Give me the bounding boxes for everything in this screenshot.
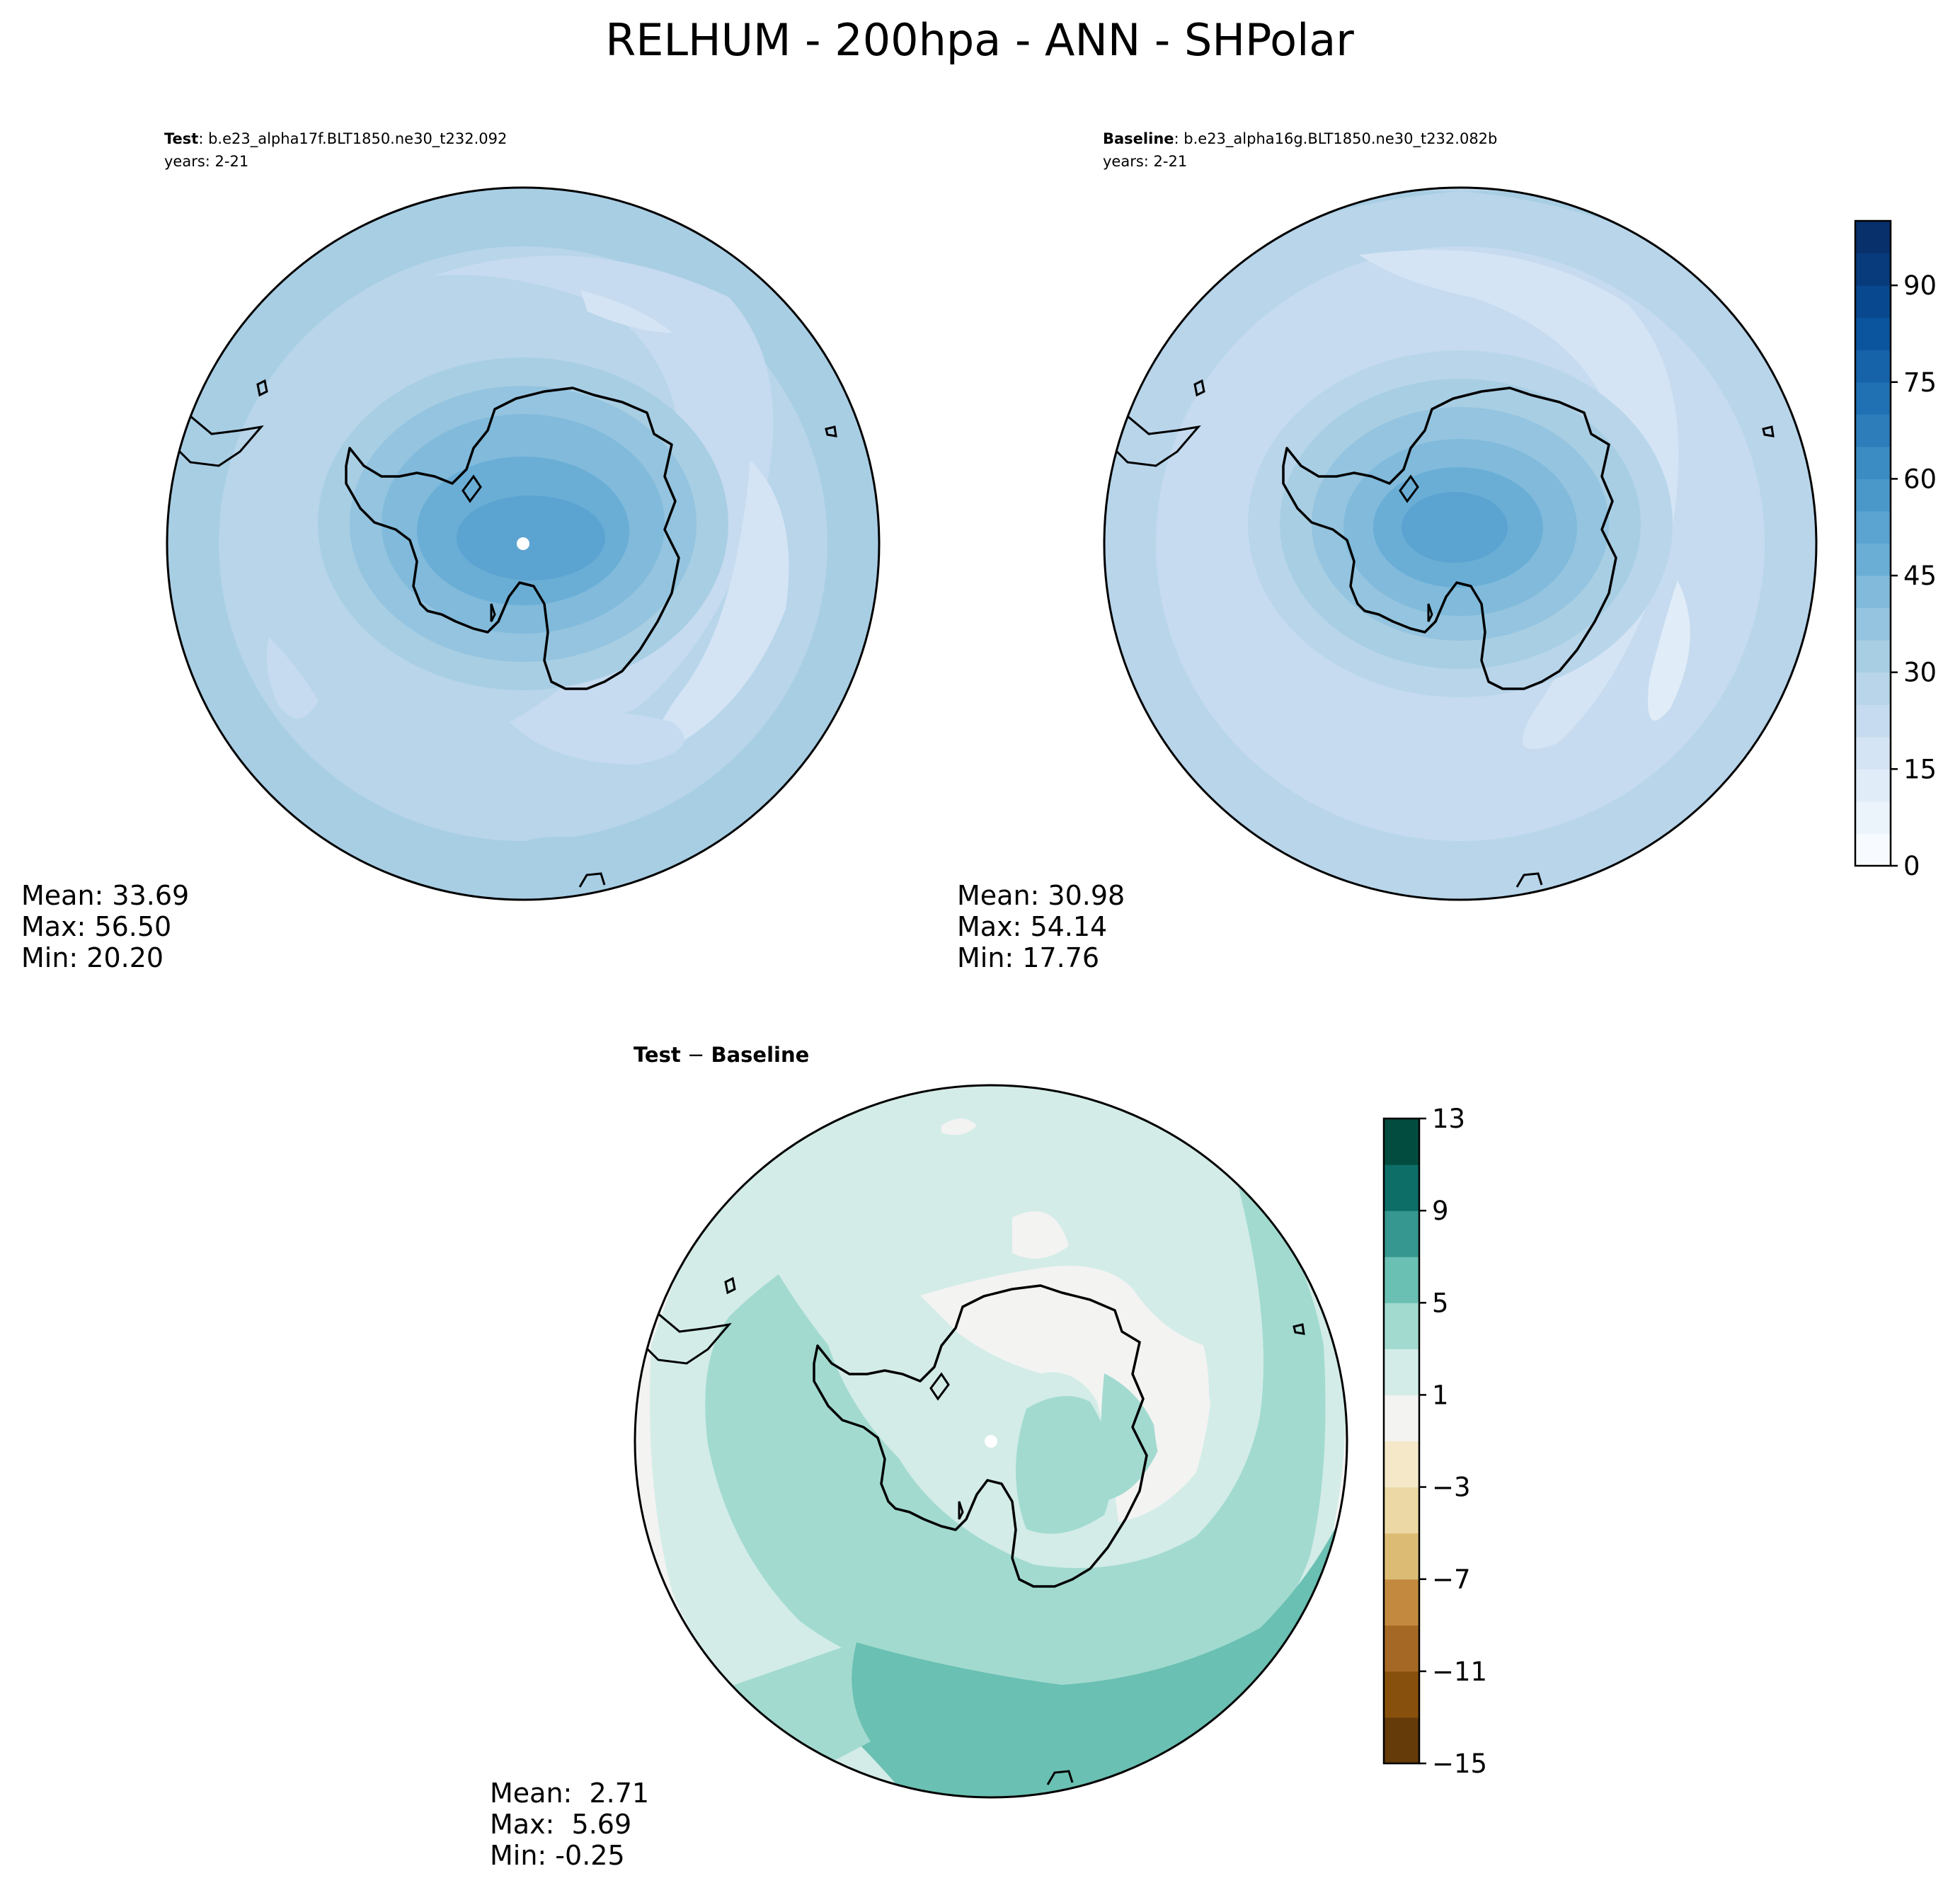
- colorbar-bottom-swatch: [1384, 1625, 1419, 1672]
- colorbar-top-swatch: [1855, 769, 1891, 802]
- colorbar-bottom-tick-label: 5: [1432, 1288, 1449, 1318]
- colorbar-bottom-tick-label: 1: [1432, 1380, 1449, 1410]
- test-map: [167, 188, 879, 900]
- colorbar-top-swatch: [1855, 221, 1891, 254]
- colorbar-top-swatch: [1855, 382, 1891, 415]
- colorbar-top-swatch: [1855, 576, 1891, 609]
- test-label-bold: Test: [164, 130, 198, 147]
- test-years: years: 2-21: [164, 153, 248, 170]
- colorbar-bottom-tick-label: −15: [1432, 1749, 1487, 1779]
- colorbar-bottom-swatch: [1384, 1119, 1419, 1165]
- test-label: Test: b.e23_alpha17f.BLT1850.ne30_t232.0…: [164, 130, 507, 148]
- colorbar-bottom-swatch: [1384, 1671, 1419, 1718]
- colorbar-bottom-swatch: [1384, 1257, 1419, 1303]
- baseline-map-boundary: [1103, 186, 1818, 901]
- colorbar-top-tick-label: 90: [1903, 270, 1937, 301]
- colorbar-top-tick-label: 45: [1903, 561, 1937, 591]
- colorbar-bottom-tick-label: 9: [1432, 1196, 1449, 1226]
- colorbar-bottom-swatch: [1384, 1395, 1419, 1441]
- diff-map-boundary: [634, 1084, 1348, 1799]
- colorbar-bottom-tick-label: 13: [1432, 1104, 1465, 1134]
- colorbar-bottom-swatch: [1384, 1349, 1419, 1395]
- test-map-boundary: [166, 186, 881, 901]
- colorbar-top-swatch: [1855, 704, 1891, 738]
- test-label-case: : b.e23_alpha17f.BLT1850.ne30_t232.092: [198, 130, 507, 148]
- colorbar-top-swatch: [1855, 510, 1891, 544]
- colorbar-bottom-swatch: [1384, 1533, 1419, 1580]
- colorbar-top-tick-label: 60: [1903, 464, 1937, 494]
- test-stat-mean: Mean: 33.69: [21, 880, 189, 911]
- colorbar-bottom-frame: [1382, 1117, 1421, 1765]
- baseline-stat-min: Min: 17.76: [957, 942, 1099, 973]
- colorbar-top-swatch: [1855, 446, 1891, 479]
- colorbar-top-swatch: [1855, 607, 1891, 641]
- test-stat-max: Max: 56.50: [21, 911, 171, 942]
- colorbar-bottom-swatch: [1384, 1441, 1419, 1488]
- colorbar-bottom-swatch: [1384, 1717, 1419, 1764]
- colorbar-top-swatch: [1855, 736, 1891, 769]
- colorbar-bottom-swatch: [1384, 1165, 1419, 1211]
- colorbar-bottom-swatch: [1384, 1487, 1419, 1534]
- colorbar-bottom: −15 −11 −7 −3 1 5 9 13: [1382, 1104, 1487, 1779]
- diff-map: [635, 1085, 1347, 1797]
- colorbar-top-swatch: [1855, 414, 1891, 447]
- diff-label-baseline: Baseline: [711, 1043, 809, 1067]
- colorbar-top-swatch: [1855, 350, 1891, 383]
- colorbar-top-swatch: [1855, 672, 1891, 705]
- baseline-stat-max: Max: 54.14: [957, 911, 1107, 942]
- panel-diff: Test − Baseline Mean: 2.71 Max: 5.69 Min…: [490, 1043, 1348, 1871]
- figure-title: RELHUM - 200hpa - ANN - SHPolar: [605, 14, 1354, 66]
- diff-label-test: Test: [634, 1043, 681, 1067]
- diff-label: Test − Baseline: [634, 1043, 809, 1067]
- colorbar-top: 0 15 30 45 60 75 90: [1854, 219, 1937, 881]
- colorbar-top-tick-label: 30: [1903, 658, 1937, 688]
- colorbar-bottom-tick-label: −7: [1432, 1564, 1471, 1595]
- colorbar-bottom-swatch: [1384, 1579, 1419, 1626]
- colorbar-top-swatch: [1855, 640, 1891, 673]
- colorbar-top-tick-label: 75: [1903, 367, 1937, 398]
- colorbar-bottom-swatch: [1384, 1211, 1419, 1257]
- colorbar-top-swatch: [1855, 479, 1891, 512]
- colorbar-top-tick-label: 15: [1903, 754, 1937, 784]
- colorbar-top-swatch: [1855, 801, 1891, 834]
- panel-test: Test: b.e23_alpha17f.BLT1850.ne30_t232.0…: [21, 130, 881, 973]
- colorbar-bottom-tick-label: −11: [1432, 1657, 1487, 1687]
- colorbar-top-swatch: [1855, 317, 1891, 350]
- baseline-label: Baseline: b.e23_alpha16g.BLT1850.ne30_t2…: [1103, 130, 1497, 148]
- baseline-years: years: 2-21: [1103, 153, 1187, 170]
- diff-stat-max: Max: 5.69: [490, 1809, 631, 1840]
- colorbar-top-swatch: [1855, 543, 1891, 576]
- colorbar-bottom-swatch: [1384, 1303, 1419, 1349]
- colorbar-top-swatch: [1855, 285, 1891, 319]
- colorbar-top-tick-label: 0: [1903, 851, 1920, 881]
- baseline-label-bold: Baseline: [1103, 130, 1174, 147]
- baseline-stat-mean: Mean: 30.98: [957, 880, 1125, 911]
- panel-baseline: Baseline: b.e23_alpha16g.BLT1850.ne30_t2…: [957, 130, 1818, 973]
- diff-stat-min: Min: -0.25: [490, 1840, 625, 1871]
- baseline-label-case: : b.e23_alpha16g.BLT1850.ne30_t232.082b: [1174, 130, 1498, 148]
- colorbar-top-swatch: [1855, 253, 1891, 286]
- test-stat-min: Min: 20.20: [21, 942, 164, 973]
- diff-stat-mean: Mean: 2.71: [490, 1778, 649, 1809]
- colorbar-top-swatch: [1855, 833, 1891, 866]
- diff-label-minus: −: [681, 1043, 711, 1067]
- colorbar-top-frame: [1854, 219, 1892, 867]
- colorbar-bottom-tick-label: −3: [1432, 1472, 1471, 1503]
